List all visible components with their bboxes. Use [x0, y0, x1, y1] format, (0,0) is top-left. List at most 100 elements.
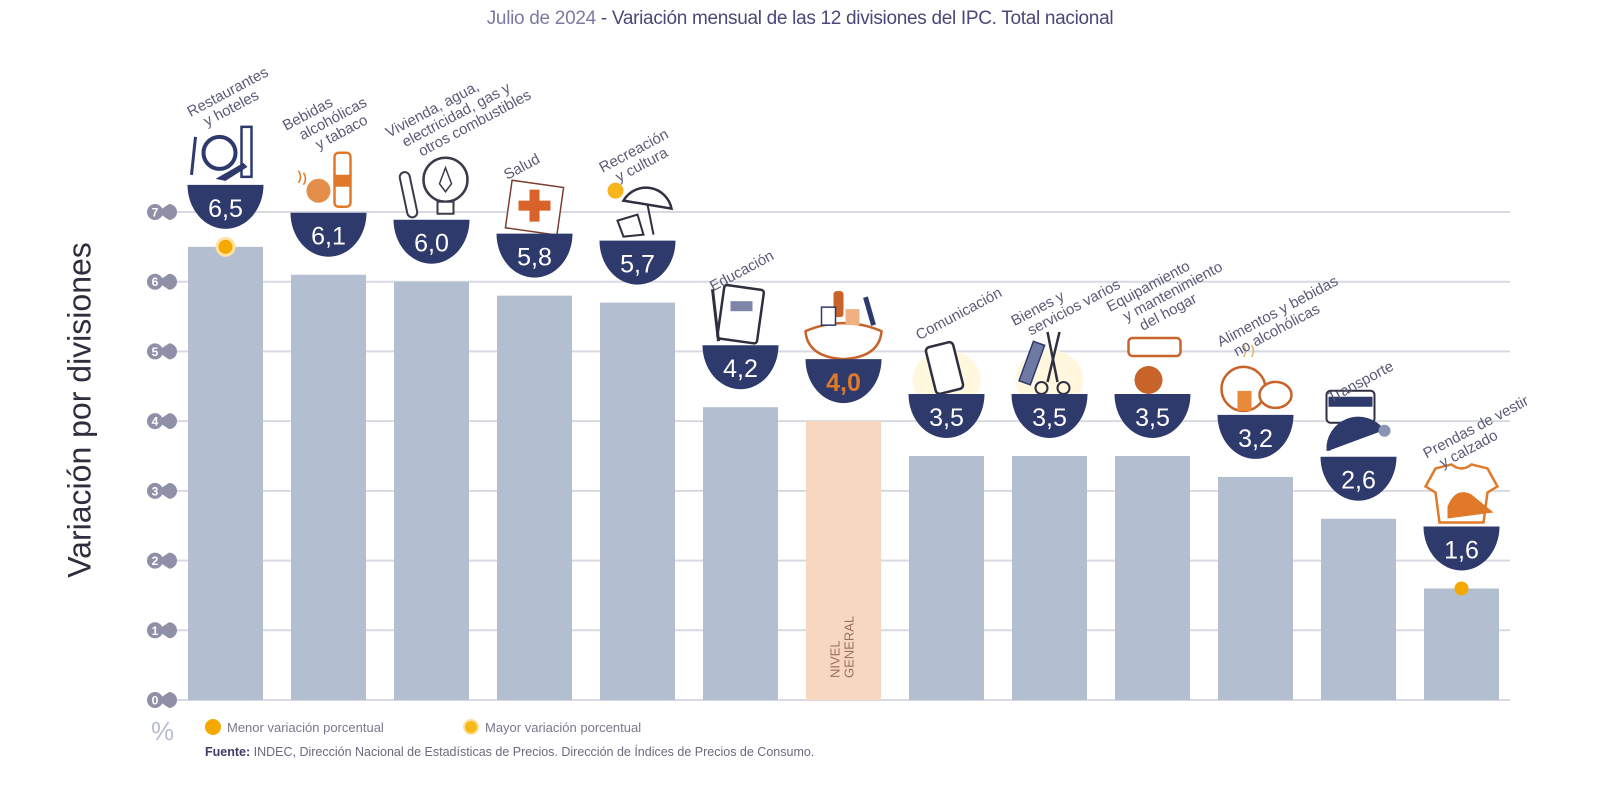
title-date: Julio de 2024	[486, 8, 596, 29]
tick-pin-shape	[157, 482, 177, 499]
drink-shape	[1237, 390, 1252, 411]
wine-shape	[863, 296, 876, 326]
legend-mayor-label: Mayor variación porcentual	[485, 719, 642, 735]
y-tick-label: 4	[152, 415, 159, 429]
y-tick-label: 1	[152, 624, 159, 638]
bar	[1218, 476, 1293, 700]
value-label: 3,2	[1238, 425, 1273, 453]
unit-label: %	[151, 716, 175, 746]
tick-pin-shape	[157, 343, 177, 360]
notebook-label	[730, 301, 753, 312]
source-note: Fuente: INDEC, Dirección Nacional de Est…	[205, 745, 814, 759]
basket-shape	[804, 321, 883, 361]
y-ticks: 0 1 2 3 4 5 6 7	[147, 204, 177, 708]
bar	[1424, 588, 1499, 700]
legend-menor-label: Menor variación porcentual	[227, 719, 384, 735]
beach-umbrella-icon: 5,7	[599, 182, 676, 285]
category-label: Salud	[501, 151, 543, 184]
knob-shape	[1378, 424, 1391, 437]
filament	[438, 165, 453, 193]
chicken-shape	[1258, 380, 1293, 410]
y-tick-pin: 1	[147, 622, 177, 639]
source-text: INDEC, Dirección Nacional de Estadística…	[250, 745, 815, 759]
nivel-general-label: NIVEL	[828, 640, 843, 678]
tick-pin-shape	[157, 552, 177, 569]
legend-dot-icon	[205, 719, 221, 735]
tick-pin-shape	[157, 204, 177, 220]
tick-pin-circle	[147, 413, 163, 430]
value-label: 2,6	[1341, 467, 1376, 495]
bowl-shape	[599, 240, 676, 285]
ball-shape	[1134, 366, 1163, 394]
y-tick-pin: 3	[147, 482, 177, 499]
value-label: 6,1	[311, 223, 346, 251]
wrench-shape	[398, 171, 419, 219]
plane-shape	[215, 162, 248, 181]
max-marker	[218, 239, 233, 254]
value-label: 4,2	[723, 355, 758, 383]
nivel-general-label: GENERAL	[842, 616, 857, 678]
bowl-shape	[1114, 394, 1191, 438]
bar	[806, 421, 881, 700]
chair-shape	[616, 213, 645, 238]
tshirt-shoe-icon: 1,6	[1423, 463, 1500, 571]
y-tick-label: 3	[152, 484, 159, 498]
tick-pin-circle	[147, 204, 163, 220]
value-label: 3,5	[1135, 404, 1170, 432]
title-text: Variación mensual de las 12 divisiones d…	[611, 8, 1114, 29]
bowl-shape	[1217, 414, 1294, 459]
bar	[188, 246, 263, 700]
bar	[394, 281, 469, 700]
glass-shape	[240, 125, 253, 179]
bowl-shape	[1423, 526, 1500, 571]
steam-shape	[1242, 344, 1255, 358]
y-tick-pin: 5	[147, 343, 177, 360]
fork-shape	[190, 136, 197, 176]
value-label: 6,0	[414, 230, 449, 258]
value-label: 3,5	[1032, 404, 1067, 432]
bowl-shape	[187, 184, 264, 229]
smoke-shape	[297, 170, 307, 186]
bowl-shape	[290, 212, 367, 257]
notebook-icon: 4,2	[702, 283, 779, 390]
y-tick-pin: 2	[147, 552, 177, 569]
cross-shape	[518, 189, 551, 222]
bar	[600, 302, 675, 700]
shoe-shape	[1447, 492, 1494, 519]
tick-pin-circle	[147, 273, 163, 290]
bowl-shape	[908, 394, 985, 438]
value-label: 3,5	[929, 404, 964, 432]
bar	[1115, 456, 1190, 700]
y-tick-label: 0	[152, 694, 159, 708]
bar	[909, 456, 984, 700]
sun-shape	[607, 182, 624, 199]
bar	[703, 407, 778, 700]
air-conditioner-icon: 3,5	[1114, 336, 1191, 438]
tick-pin-circle	[147, 552, 163, 569]
bowl-shape	[702, 345, 779, 390]
bowl-shape	[1320, 456, 1397, 501]
y-tick-label: 6	[152, 275, 159, 289]
bar	[1321, 518, 1396, 700]
first-aid-icon: 5,8	[496, 179, 573, 278]
tick-pin-shape	[157, 273, 177, 290]
category-label: Comunicación	[913, 284, 1005, 344]
bowl-shape	[1011, 394, 1088, 438]
package-shape	[845, 309, 860, 326]
bulb-shape	[422, 156, 469, 203]
bowl-shape	[393, 219, 470, 264]
chicken-icon: 3,2	[1217, 344, 1294, 459]
tick-pin-shape	[157, 413, 177, 430]
scissor-blade	[1046, 331, 1061, 383]
legend-item-mayor: Mayor variación porcentual	[463, 719, 641, 735]
tick-pin-circle	[147, 343, 163, 360]
legend-ring-dot-icon	[463, 719, 479, 735]
bowl-shape	[496, 233, 573, 278]
y-tick-label: 5	[152, 345, 159, 359]
bars: NIVEL GENERAL	[188, 246, 1499, 700]
